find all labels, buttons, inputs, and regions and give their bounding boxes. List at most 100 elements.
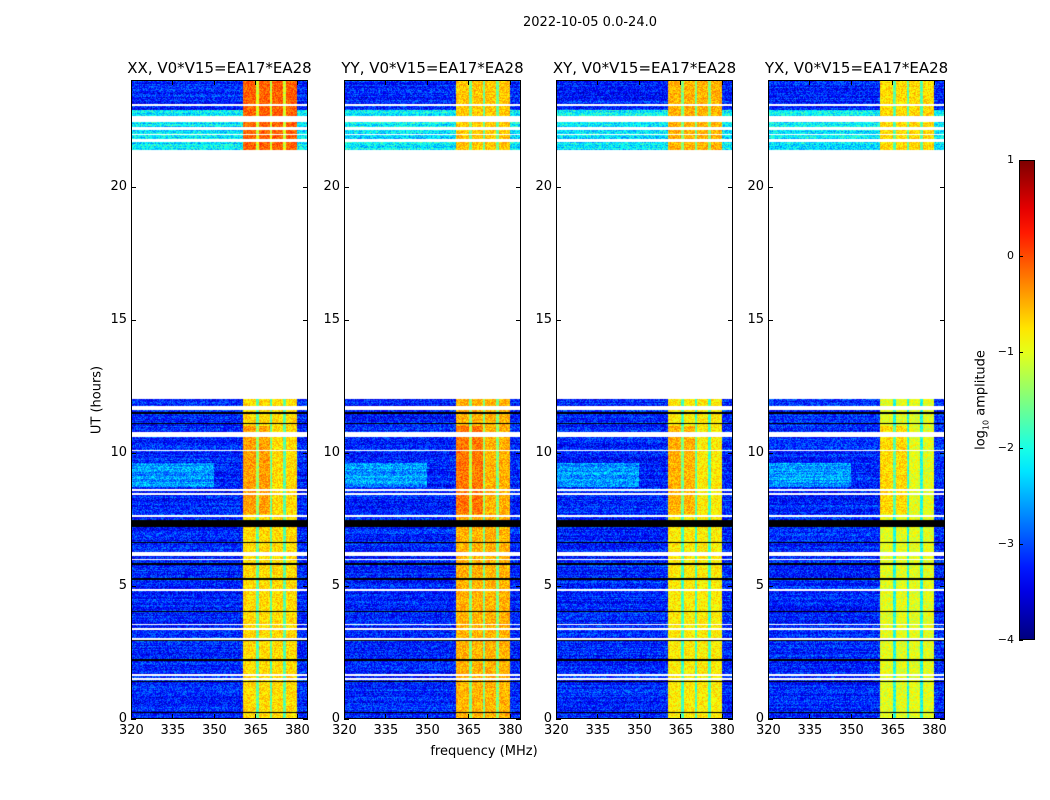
colorbar-tick-label: 0 — [1007, 249, 1014, 262]
y-tick-mark — [131, 319, 136, 321]
panel-title: YY, V0*V15=EA17*EA28 — [341, 59, 524, 77]
x-tick-label: 365 — [456, 723, 482, 738]
x-tick-mark — [721, 714, 723, 719]
y-tick-label: 0 — [118, 711, 127, 726]
x-tick-mark — [255, 714, 257, 719]
colorbar-tick-mark — [1019, 160, 1023, 161]
y-tick-mark — [303, 585, 308, 587]
y-tick-mark — [940, 719, 945, 720]
y-tick-label: 15 — [535, 311, 552, 327]
colorbar-tick-label: −1 — [997, 345, 1014, 358]
y-tick-mark — [303, 319, 308, 321]
panel-title: YX, V0*V15=EA17*EA28 — [764, 59, 949, 77]
y-tick-mark — [516, 719, 521, 720]
y-tick-mark — [303, 719, 308, 720]
x-tick-mark — [344, 80, 345, 85]
x-tick-mark — [638, 80, 640, 85]
x-tick-label: 320 — [332, 723, 357, 738]
y-tick-mark — [131, 585, 136, 587]
colorbar-tick-label: −3 — [997, 537, 1014, 550]
x-tick-mark — [468, 80, 470, 85]
x-tick-label: 335 — [797, 723, 823, 738]
x-tick-mark — [597, 80, 599, 85]
y-tick-mark — [303, 186, 308, 188]
x-tick-mark — [809, 714, 811, 719]
y-tick-mark — [131, 186, 136, 188]
x-tick-label: 380 — [497, 723, 523, 738]
spectrogram-heatmap — [557, 81, 732, 718]
x-tick-mark — [172, 714, 174, 719]
x-tick-mark — [213, 714, 215, 719]
spectrogram-panel — [344, 80, 521, 719]
x-tick-mark — [768, 714, 769, 719]
x-tick-label: 350 — [414, 723, 440, 738]
y-tick-label: 15 — [747, 311, 764, 327]
colorbar-tick-mark — [1019, 448, 1023, 449]
x-tick-mark — [344, 714, 345, 719]
y-tick-label: 5 — [543, 577, 552, 593]
y-tick-mark — [556, 452, 561, 454]
x-tick-mark — [850, 714, 852, 719]
x-tick-mark — [556, 80, 557, 85]
x-tick-label: 335 — [160, 723, 186, 738]
y-tick-mark — [728, 186, 733, 188]
x-axis-label: frequency (MHz) — [430, 744, 538, 759]
x-tick-label: 320 — [544, 723, 569, 738]
colorbar-label: log10 amplitude — [973, 350, 991, 450]
x-tick-mark — [597, 714, 599, 719]
y-tick-label: 0 — [331, 711, 340, 726]
x-tick-mark — [556, 714, 557, 719]
y-tick-mark — [131, 719, 136, 720]
x-tick-label: 320 — [756, 723, 781, 738]
x-tick-label: 350 — [626, 723, 652, 738]
y-tick-label: 20 — [535, 178, 552, 194]
y-tick-label: 10 — [110, 444, 127, 460]
y-tick-label: 20 — [747, 178, 764, 194]
y-tick-mark — [728, 585, 733, 587]
x-tick-mark — [509, 714, 511, 719]
x-tick-label: 365 — [668, 723, 694, 738]
y-tick-label: 15 — [110, 311, 127, 327]
spectrogram-panel — [131, 80, 308, 719]
y-tick-label: 10 — [535, 444, 552, 460]
y-tick-label: 20 — [323, 178, 340, 194]
y-tick-label: 10 — [747, 444, 764, 460]
x-tick-mark — [638, 714, 640, 719]
x-tick-label: 335 — [373, 723, 399, 738]
y-tick-mark — [344, 186, 349, 188]
y-tick-mark — [303, 452, 308, 454]
x-tick-mark — [131, 714, 132, 719]
spectrogram-heatmap — [345, 81, 520, 718]
panel-title: XX, V0*V15=EA17*EA28 — [127, 59, 312, 77]
colorbar — [1019, 160, 1035, 640]
figure-title: 2022-10-05 0.0-24.0 — [523, 15, 657, 30]
colorbar-tick-label: 1 — [1007, 153, 1014, 166]
y-tick-mark — [728, 319, 733, 321]
y-tick-label: 5 — [118, 577, 127, 593]
x-tick-mark — [892, 80, 894, 85]
colorbar-tick-label: −4 — [997, 633, 1014, 646]
y-tick-mark — [728, 719, 733, 720]
y-tick-mark — [728, 452, 733, 454]
x-tick-mark — [172, 80, 174, 85]
y-tick-label: 0 — [755, 711, 764, 726]
x-tick-mark — [933, 80, 935, 85]
x-tick-mark — [296, 714, 298, 719]
x-tick-mark — [255, 80, 257, 85]
y-tick-mark — [768, 319, 773, 321]
y-tick-mark — [556, 186, 561, 188]
x-tick-mark — [721, 80, 723, 85]
colorbar-tick-label: −2 — [997, 441, 1014, 454]
x-tick-mark — [850, 80, 852, 85]
x-tick-label: 365 — [243, 723, 269, 738]
spectrogram-panel — [556, 80, 733, 719]
x-tick-mark — [680, 714, 682, 719]
x-tick-label: 350 — [201, 723, 227, 738]
panel-title: XY, V0*V15=EA17*EA28 — [552, 59, 737, 77]
y-tick-mark — [768, 452, 773, 454]
y-tick-label: 20 — [110, 178, 127, 194]
colorbar-tick-mark — [1019, 640, 1023, 641]
y-tick-label: 5 — [331, 577, 340, 593]
x-tick-label: 380 — [284, 723, 310, 738]
x-tick-mark — [680, 80, 682, 85]
